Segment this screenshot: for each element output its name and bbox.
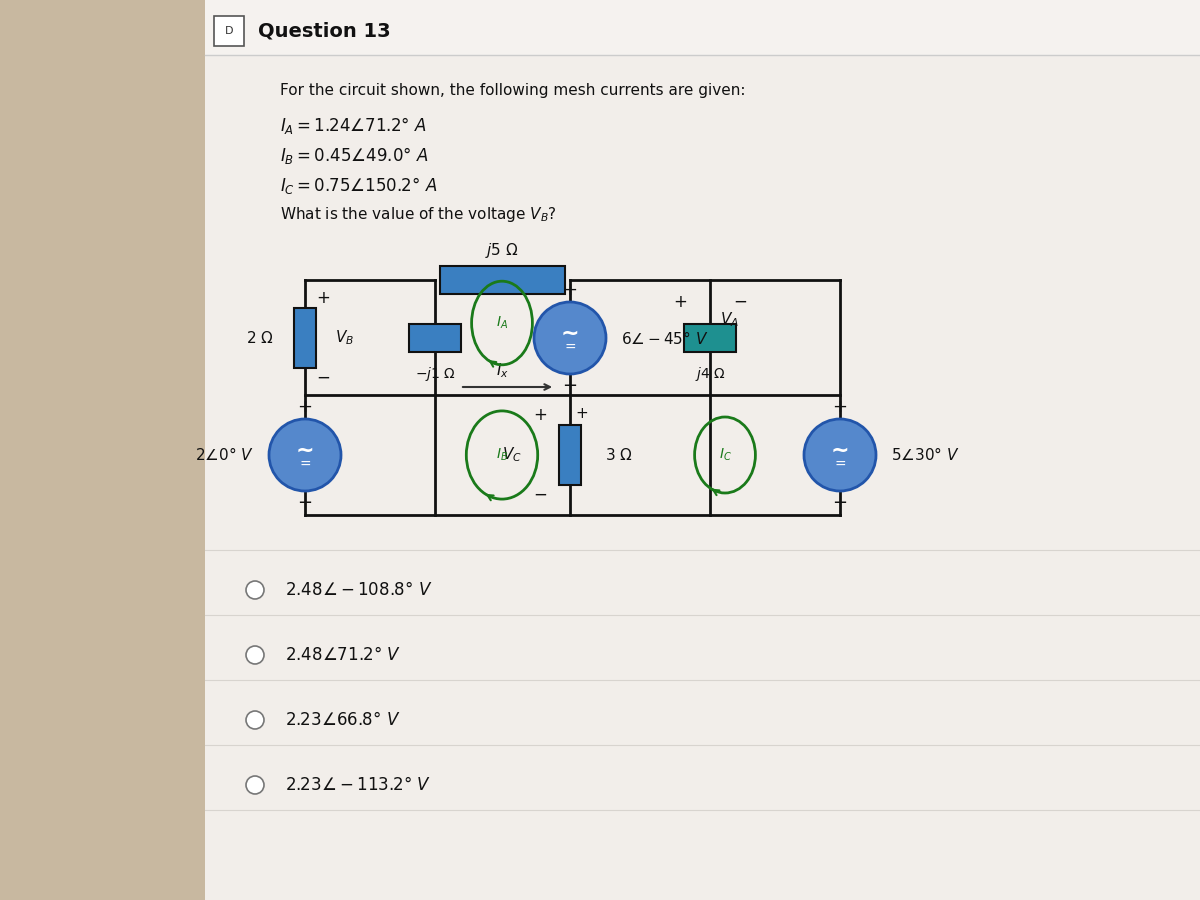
FancyBboxPatch shape (205, 0, 1200, 55)
Text: +: + (533, 406, 547, 424)
Text: $I_A = 1.24\angle71.2°\ A$: $I_A = 1.24\angle71.2°\ A$ (280, 114, 427, 136)
Text: D: D (224, 26, 233, 36)
Text: $I_B$: $I_B$ (496, 446, 508, 464)
Text: +: + (563, 281, 577, 299)
Circle shape (246, 581, 264, 599)
Text: $I_C$: $I_C$ (719, 446, 732, 464)
Text: Question 13: Question 13 (258, 22, 391, 40)
Circle shape (246, 711, 264, 729)
Text: =: = (564, 341, 576, 355)
Circle shape (804, 419, 876, 491)
Text: $6\angle-45°\ V$: $6\angle-45°\ V$ (622, 329, 708, 346)
Text: $2\angle0°\ V$: $2\angle0°\ V$ (196, 446, 254, 464)
Text: −: − (733, 293, 746, 311)
Circle shape (246, 776, 264, 794)
Text: $5\angle30°\ V$: $5\angle30°\ V$ (890, 446, 960, 464)
Text: ~: ~ (560, 324, 580, 344)
Circle shape (246, 646, 264, 664)
Text: $-j1\ \Omega$: $-j1\ \Omega$ (414, 365, 456, 383)
Text: $j5\ \Omega$: $j5\ \Omega$ (485, 240, 518, 259)
Text: $j4\ \Omega$: $j4\ \Omega$ (695, 365, 726, 383)
Text: −: − (316, 369, 330, 387)
Text: +: + (833, 398, 847, 416)
Text: $2.23\angle66.8°\ V$: $2.23\angle66.8°\ V$ (286, 711, 401, 729)
Text: $I_C = 0.75\angle150.2°\ A$: $I_C = 0.75\angle150.2°\ A$ (280, 175, 437, 195)
Text: +: + (673, 293, 686, 311)
Text: −: − (833, 494, 847, 512)
Text: +: + (298, 398, 312, 416)
Text: −: − (563, 377, 577, 395)
FancyBboxPatch shape (294, 308, 316, 368)
Text: $2.48\angle71.2°\ V$: $2.48\angle71.2°\ V$ (286, 646, 401, 664)
Text: $I_B = 0.45\angle49.0°\ A$: $I_B = 0.45\angle49.0°\ A$ (280, 145, 428, 166)
Text: What is the value of the voltage $V_B$?: What is the value of the voltage $V_B$? (280, 205, 557, 224)
Text: $2\ \Omega$: $2\ \Omega$ (246, 330, 274, 346)
Circle shape (269, 419, 341, 491)
Text: =: = (834, 458, 846, 472)
Text: $I_A$: $I_A$ (496, 315, 508, 331)
Text: $2.48\angle-108.8°\ V$: $2.48\angle-108.8°\ V$ (286, 581, 432, 599)
Text: ~: ~ (295, 441, 314, 461)
Circle shape (534, 302, 606, 374)
Text: $V_A$: $V_A$ (720, 310, 739, 329)
Text: +: + (576, 406, 588, 420)
Text: −: − (533, 486, 547, 504)
Text: $2.23\angle-113.2°\ V$: $2.23\angle-113.2°\ V$ (286, 776, 431, 794)
Text: −: − (298, 494, 312, 512)
FancyBboxPatch shape (214, 16, 244, 46)
FancyBboxPatch shape (205, 0, 1200, 900)
FancyBboxPatch shape (684, 324, 736, 352)
Text: $V_C$: $V_C$ (502, 446, 522, 464)
Text: $I_x$: $I_x$ (496, 362, 509, 381)
FancyBboxPatch shape (559, 425, 581, 485)
Text: +: + (316, 289, 330, 307)
Text: $V_B$: $V_B$ (335, 328, 354, 347)
FancyBboxPatch shape (0, 0, 205, 900)
Text: $3\ \Omega$: $3\ \Omega$ (605, 447, 632, 463)
FancyBboxPatch shape (440, 266, 565, 294)
FancyBboxPatch shape (409, 324, 461, 352)
Text: =: = (299, 458, 311, 472)
Text: ~: ~ (830, 441, 850, 461)
Text: For the circuit shown, the following mesh currents are given:: For the circuit shown, the following mes… (280, 83, 745, 97)
